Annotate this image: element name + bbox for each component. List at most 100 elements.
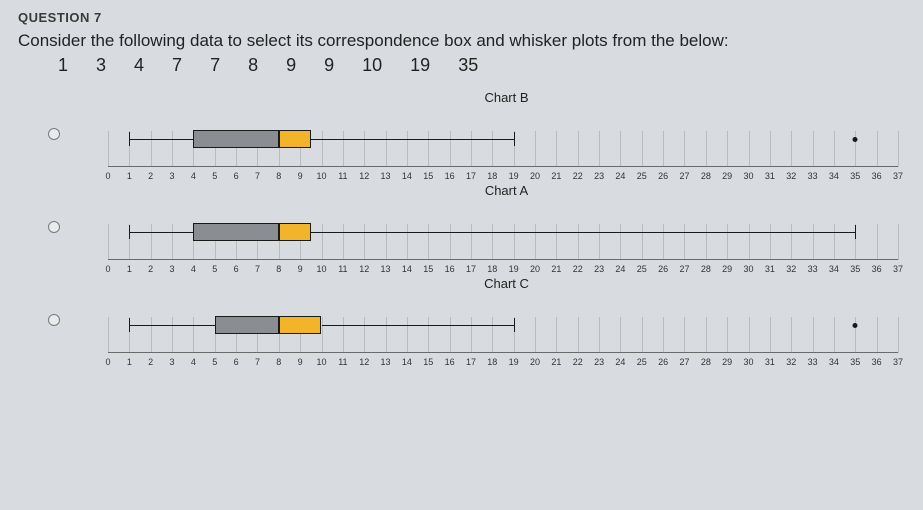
x-axis xyxy=(108,352,898,353)
data-value: 9 xyxy=(324,55,334,75)
chart-option-radio[interactable] xyxy=(48,221,60,233)
axis-tick-label: 26 xyxy=(658,264,668,274)
axis-tick xyxy=(407,317,408,353)
axis-tick xyxy=(877,317,878,353)
axis-tick-label: 28 xyxy=(701,357,711,367)
axis-tick-label: 16 xyxy=(445,171,455,181)
axis-tick xyxy=(599,224,600,260)
axis-tick-label: 10 xyxy=(316,171,326,181)
axis-tick-label: 37 xyxy=(893,264,903,274)
axis-tick-label: 36 xyxy=(872,357,882,367)
axis-tick-label: 7 xyxy=(255,171,260,181)
axis-tick xyxy=(364,224,365,260)
axis-tick-label: 16 xyxy=(445,357,455,367)
axis-tick-label: 32 xyxy=(786,171,796,181)
axis-tick xyxy=(834,131,835,167)
axis-tick-label: 18 xyxy=(487,171,497,181)
axis-tick-label: 30 xyxy=(744,264,754,274)
axis-tick xyxy=(620,317,621,353)
data-value: 8 xyxy=(248,55,258,75)
axis-tick-label: 0 xyxy=(105,264,110,274)
data-value: 1 xyxy=(58,55,68,75)
box-upper xyxy=(279,223,311,241)
axis-tick xyxy=(791,131,792,167)
axis-tick xyxy=(663,317,664,353)
axis-tick-label: 34 xyxy=(829,171,839,181)
axis-tick xyxy=(492,317,493,353)
axis-tick xyxy=(578,224,579,260)
axis-tick-label: 14 xyxy=(402,171,412,181)
axis-tick-label: 35 xyxy=(850,264,860,274)
axis-tick xyxy=(471,224,472,260)
axis-tick-label: 0 xyxy=(105,357,110,367)
chart-block: Chart C012345678910111213141516171819202… xyxy=(108,276,905,367)
axis-tick-label: 29 xyxy=(722,171,732,181)
axis-tick-label: 7 xyxy=(255,357,260,367)
axis-tick-label: 27 xyxy=(679,264,689,274)
axis-tick-label: 18 xyxy=(487,264,497,274)
axis-tick-label: 33 xyxy=(808,171,818,181)
axis-tick xyxy=(599,131,600,167)
axis-tick-label: 22 xyxy=(573,357,583,367)
axis-tick-label: 4 xyxy=(191,357,196,367)
axis-tick xyxy=(578,317,579,353)
axis-tick xyxy=(749,317,750,353)
axis-tick-label: 35 xyxy=(850,357,860,367)
chart-option-radio[interactable] xyxy=(48,314,60,326)
data-value: 7 xyxy=(210,55,220,75)
axis-tick xyxy=(706,131,707,167)
axis-tick xyxy=(450,224,451,260)
whisker-line xyxy=(311,232,855,233)
data-value: 9 xyxy=(286,55,296,75)
axis-tick xyxy=(108,317,109,353)
axis-tick xyxy=(642,224,643,260)
axis-tick xyxy=(770,224,771,260)
axis-tick xyxy=(172,131,173,167)
axis-tick-label: 15 xyxy=(423,264,433,274)
whisker-line xyxy=(311,139,514,140)
axis-tick-label: 2 xyxy=(148,357,153,367)
axis-tick-label: 24 xyxy=(615,357,625,367)
x-axis xyxy=(108,259,898,260)
axis-tick-label: 29 xyxy=(722,264,732,274)
axis-tick-label: 37 xyxy=(893,357,903,367)
axis-tick xyxy=(535,131,536,167)
outlier-point xyxy=(853,323,858,328)
chart-block: Chart B012345678910111213141516171819202… xyxy=(108,90,905,181)
axis-tick-label: 19 xyxy=(509,264,519,274)
axis-tick xyxy=(343,224,344,260)
question-prompt: Consider the following data to select it… xyxy=(18,31,905,51)
axis-tick-label: 11 xyxy=(338,264,347,274)
axis-tick xyxy=(642,131,643,167)
axis-tick-label: 21 xyxy=(551,264,561,274)
whisker-line xyxy=(129,325,214,326)
boxplot-area: 0123456789101112131415161718192021222324… xyxy=(108,202,898,274)
axis-tick xyxy=(684,131,685,167)
axis-tick-label: 12 xyxy=(359,171,369,181)
axis-tick-label: 22 xyxy=(573,264,583,274)
axis-tick xyxy=(108,224,109,260)
axis-tick xyxy=(898,224,899,260)
axis-tick-label: 34 xyxy=(829,357,839,367)
axis-tick-label: 17 xyxy=(466,171,476,181)
box-upper xyxy=(279,316,322,334)
data-value: 7 xyxy=(172,55,182,75)
box-lower xyxy=(215,316,279,334)
axis-tick-label: 30 xyxy=(744,357,754,367)
axis-tick xyxy=(898,131,899,167)
axis-tick xyxy=(151,131,152,167)
axis-tick xyxy=(151,224,152,260)
axis-tick xyxy=(386,224,387,260)
axis-tick-label: 9 xyxy=(298,264,303,274)
data-value: 10 xyxy=(362,55,382,75)
axis-tick-label: 24 xyxy=(615,171,625,181)
axis-tick-label: 37 xyxy=(893,171,903,181)
axis-tick-label: 3 xyxy=(170,264,175,274)
axis-tick xyxy=(620,224,621,260)
axis-tick-label: 8 xyxy=(276,357,281,367)
axis-tick-label: 23 xyxy=(594,171,604,181)
whisker-line xyxy=(322,325,514,326)
box-lower xyxy=(193,223,278,241)
chart-option-radio[interactable] xyxy=(48,128,60,140)
axis-tick xyxy=(535,317,536,353)
